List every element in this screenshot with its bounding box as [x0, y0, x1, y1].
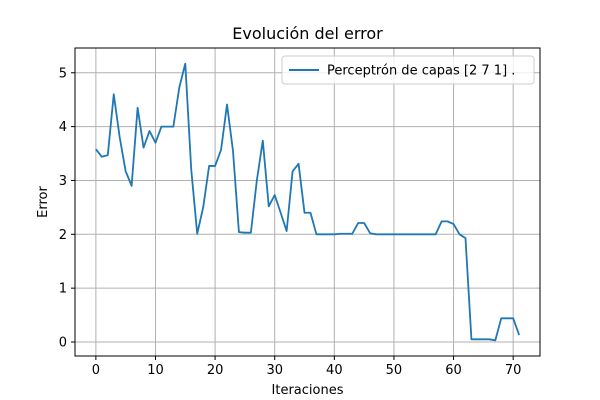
x-tick-label: 20: [207, 363, 224, 378]
y-tick-label: 5: [59, 66, 67, 81]
series-line: [95, 62, 520, 342]
x-tick-label: 10: [147, 363, 164, 378]
legend: Perceptrón de capas [2 7 1] .: [281, 55, 535, 85]
legend-entry: Perceptrón de capas [2 7 1] .: [327, 64, 515, 79]
x-tick-label: 0: [92, 363, 100, 378]
x-tick-label: 70: [505, 363, 522, 378]
y-tick-label: 4: [59, 120, 67, 135]
y-axis-label: Error: [36, 186, 51, 218]
y-tick-label: 3: [59, 174, 67, 189]
plot-frame: [74, 47, 541, 357]
y-tick-label: 1: [59, 282, 67, 297]
ticks-layer: 0 10 20 30 40 50 60 70 0 1 2 3 4 5: [59, 66, 522, 378]
chart-title: Evolución del error: [232, 24, 383, 43]
x-axis-label: Iteraciones: [272, 383, 344, 398]
x-tick-label: 30: [266, 363, 283, 378]
y-tick-label: 2: [59, 228, 67, 243]
legend-box: [281, 55, 535, 85]
series-layer: [95, 62, 520, 342]
x-tick-label: 40: [326, 363, 343, 378]
x-tick-label: 60: [445, 363, 462, 378]
y-tick-label: 0: [59, 336, 67, 351]
x-tick-label: 50: [386, 363, 403, 378]
